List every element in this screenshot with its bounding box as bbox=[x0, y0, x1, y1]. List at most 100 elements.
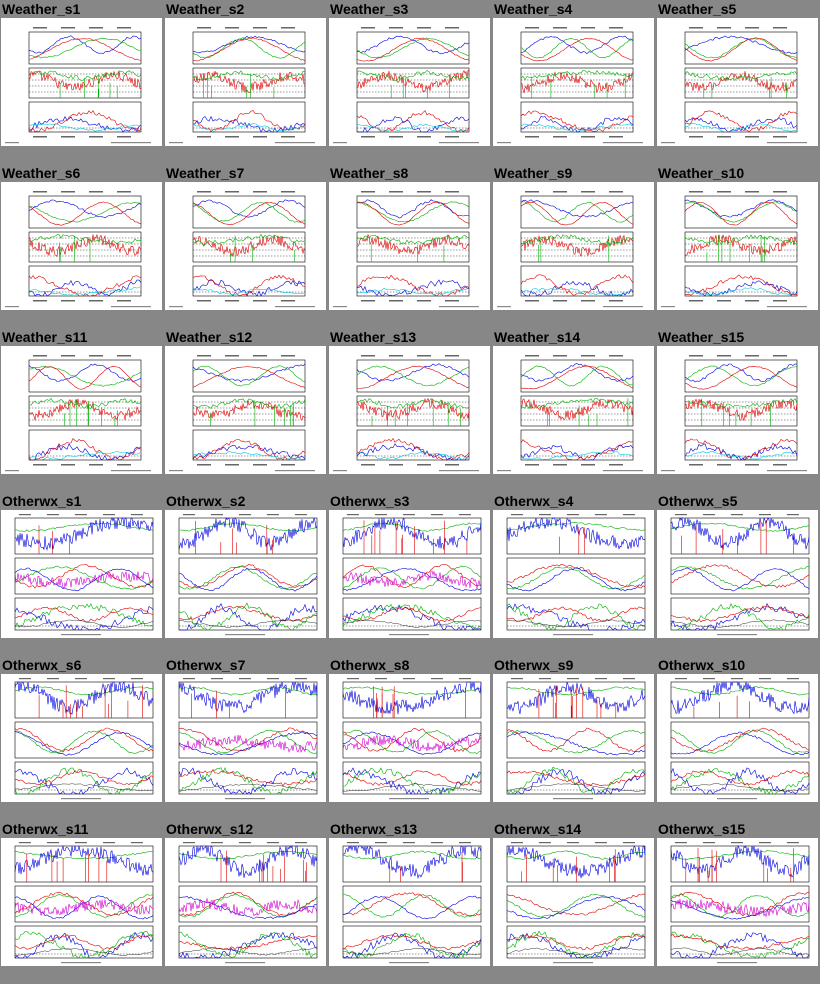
plot-thumbnail-graphic bbox=[169, 27, 315, 144]
plot-thumbnail-image[interactable] bbox=[329, 182, 490, 310]
plot-thumbnail-graphic bbox=[497, 191, 643, 308]
plot-thumbnail-image[interactable] bbox=[329, 18, 490, 146]
thumbnail-tile-weather-s13[interactable]: Weather_s13 bbox=[328, 328, 492, 492]
plot-thumbnail-graphic bbox=[333, 355, 479, 472]
tile-title: Weather_s12 bbox=[166, 329, 253, 345]
plot-thumbnail-image[interactable] bbox=[657, 838, 818, 966]
plot-thumbnail-image[interactable] bbox=[165, 510, 326, 638]
thumbnail-tile-otherwx-s8[interactable]: Otherwx_s8 bbox=[328, 656, 492, 820]
thumbnail-tile-otherwx-s10[interactable]: Otherwx_s10 bbox=[656, 656, 820, 820]
thumbnail-tile-weather-s11[interactable]: Weather_s11 bbox=[0, 328, 164, 492]
thumbnail-tile-weather-s12[interactable]: Weather_s12 bbox=[164, 328, 328, 492]
thumbnail-tile-otherwx-s7[interactable]: Otherwx_s7 bbox=[164, 656, 328, 820]
plot-thumbnail-image[interactable] bbox=[493, 182, 654, 310]
plot-thumbnail-image[interactable] bbox=[1, 182, 162, 310]
tile-title: Weather_s3 bbox=[330, 1, 409, 17]
tile-title: Otherwx_s7 bbox=[166, 657, 246, 673]
plot-thumbnail-image[interactable] bbox=[493, 346, 654, 474]
plot-thumbnail-image[interactable] bbox=[493, 838, 654, 966]
plot-thumbnail-graphic bbox=[333, 191, 479, 308]
thumbnail-tile-otherwx-s6[interactable]: Otherwx_s6 bbox=[0, 656, 164, 820]
plot-thumbnail-graphic bbox=[661, 27, 807, 144]
thumbnail-tile-otherwx-s14[interactable]: Otherwx_s14 bbox=[492, 820, 656, 984]
tile-title: Weather_s2 bbox=[166, 1, 245, 17]
plot-thumbnail-image[interactable] bbox=[165, 18, 326, 146]
tile-title: Weather_s4 bbox=[494, 1, 573, 17]
plot-thumbnail-image[interactable] bbox=[657, 346, 818, 474]
tile-title: Otherwx_s2 bbox=[166, 493, 246, 509]
tile-title: Otherwx_s5 bbox=[658, 493, 738, 509]
tile-title: Otherwx_s13 bbox=[330, 821, 418, 837]
tile-title: Weather_s10 bbox=[658, 165, 745, 181]
tile-title: Otherwx_s1 bbox=[2, 493, 82, 509]
plot-thumbnail-image[interactable] bbox=[165, 674, 326, 802]
plot-thumbnail-graphic bbox=[333, 27, 479, 144]
plot-thumbnail-image[interactable] bbox=[329, 674, 490, 802]
tile-title: Otherwx_s11 bbox=[2, 821, 89, 837]
plot-thumbnail-image[interactable] bbox=[329, 838, 490, 966]
tile-title: Otherwx_s4 bbox=[494, 493, 574, 509]
plot-thumbnail-image[interactable] bbox=[1, 18, 162, 146]
thumbnail-tile-otherwx-s4[interactable]: Otherwx_s4 bbox=[492, 492, 656, 656]
thumbnail-tile-otherwx-s12[interactable]: Otherwx_s12 bbox=[164, 820, 328, 984]
thumbnail-tile-otherwx-s1[interactable]: Otherwx_s1 bbox=[0, 492, 164, 656]
plot-thumbnail-image[interactable] bbox=[165, 182, 326, 310]
tile-title: Otherwx_s12 bbox=[166, 821, 254, 837]
plot-thumbnail-image[interactable] bbox=[1, 674, 162, 802]
thumbnail-tile-weather-s14[interactable]: Weather_s14 bbox=[492, 328, 656, 492]
thumbnail-tile-weather-s3[interactable]: Weather_s3 bbox=[328, 0, 492, 164]
tile-title: Weather_s8 bbox=[330, 165, 409, 181]
tile-title: Weather_s7 bbox=[166, 165, 245, 181]
plot-thumbnail-image[interactable] bbox=[165, 346, 326, 474]
plot-thumbnail-graphic bbox=[178, 678, 318, 800]
plot-thumbnail-graphic bbox=[178, 514, 318, 636]
tile-title: Otherwx_s3 bbox=[330, 493, 410, 509]
plot-thumbnail-image[interactable] bbox=[1, 838, 162, 966]
thumbnail-tile-otherwx-s15[interactable]: Otherwx_s15 bbox=[656, 820, 820, 984]
tile-title: Weather_s1 bbox=[2, 1, 81, 17]
plot-thumbnail-image[interactable] bbox=[165, 838, 326, 966]
thumbnail-tile-weather-s2[interactable]: Weather_s2 bbox=[164, 0, 328, 164]
plot-thumbnail-image[interactable] bbox=[657, 182, 818, 310]
plot-thumbnail-image[interactable] bbox=[1, 510, 162, 638]
thumbnail-tile-otherwx-s11[interactable]: Otherwx_s11 bbox=[0, 820, 164, 984]
plot-thumbnail-graphic bbox=[342, 842, 482, 964]
plot-thumbnail-graphic bbox=[5, 191, 151, 308]
thumbnail-tile-weather-s1[interactable]: Weather_s1 bbox=[0, 0, 164, 164]
thumbnail-tile-weather-s7[interactable]: Weather_s7 bbox=[164, 164, 328, 328]
tile-title: Weather_s15 bbox=[658, 329, 745, 345]
tile-title: Otherwx_s15 bbox=[658, 821, 746, 837]
thumbnail-tile-otherwx-s2[interactable]: Otherwx_s2 bbox=[164, 492, 328, 656]
tile-title: Weather_s11 bbox=[2, 329, 88, 345]
thumbnail-tile-otherwx-s9[interactable]: Otherwx_s9 bbox=[492, 656, 656, 820]
tile-title: Otherwx_s9 bbox=[494, 657, 574, 673]
plot-thumbnail-image[interactable] bbox=[493, 510, 654, 638]
plot-thumbnail-graphic bbox=[661, 191, 807, 308]
plot-thumbnail-graphic bbox=[5, 27, 151, 144]
plot-thumbnail-graphic bbox=[14, 842, 154, 964]
plot-thumbnail-image[interactable] bbox=[657, 18, 818, 146]
thumbnail-tile-weather-s4[interactable]: Weather_s4 bbox=[492, 0, 656, 164]
plot-thumbnail-image[interactable] bbox=[493, 18, 654, 146]
plot-thumbnail-image[interactable] bbox=[657, 674, 818, 802]
thumbnail-tile-weather-s15[interactable]: Weather_s15 bbox=[656, 328, 820, 492]
thumbnail-tile-weather-s8[interactable]: Weather_s8 bbox=[328, 164, 492, 328]
plot-thumbnail-image[interactable] bbox=[493, 674, 654, 802]
tile-title: Weather_s6 bbox=[2, 165, 81, 181]
plot-thumbnail-image[interactable] bbox=[1, 346, 162, 474]
plot-thumbnail-image[interactable] bbox=[657, 510, 818, 638]
thumbnail-tile-otherwx-s13[interactable]: Otherwx_s13 bbox=[328, 820, 492, 984]
thumbnail-tile-weather-s6[interactable]: Weather_s6 bbox=[0, 164, 164, 328]
plot-thumbnail-image[interactable] bbox=[329, 510, 490, 638]
plot-thumbnail-image[interactable] bbox=[329, 346, 490, 474]
plot-thumbnail-graphic bbox=[169, 191, 315, 308]
thumbnail-tile-weather-s5[interactable]: Weather_s5 bbox=[656, 0, 820, 164]
tile-title: Otherwx_s8 bbox=[330, 657, 410, 673]
thumbnail-tile-otherwx-s3[interactable]: Otherwx_s3 bbox=[328, 492, 492, 656]
plot-thumbnail-graphic bbox=[661, 355, 807, 472]
tile-title: Otherwx_s14 bbox=[494, 821, 582, 837]
thumbnail-tile-weather-s10[interactable]: Weather_s10 bbox=[656, 164, 820, 328]
thumbnail-tile-otherwx-s5[interactable]: Otherwx_s5 bbox=[656, 492, 820, 656]
thumbnail-tile-weather-s9[interactable]: Weather_s9 bbox=[492, 164, 656, 328]
tile-title: Otherwx_s10 bbox=[658, 657, 746, 673]
